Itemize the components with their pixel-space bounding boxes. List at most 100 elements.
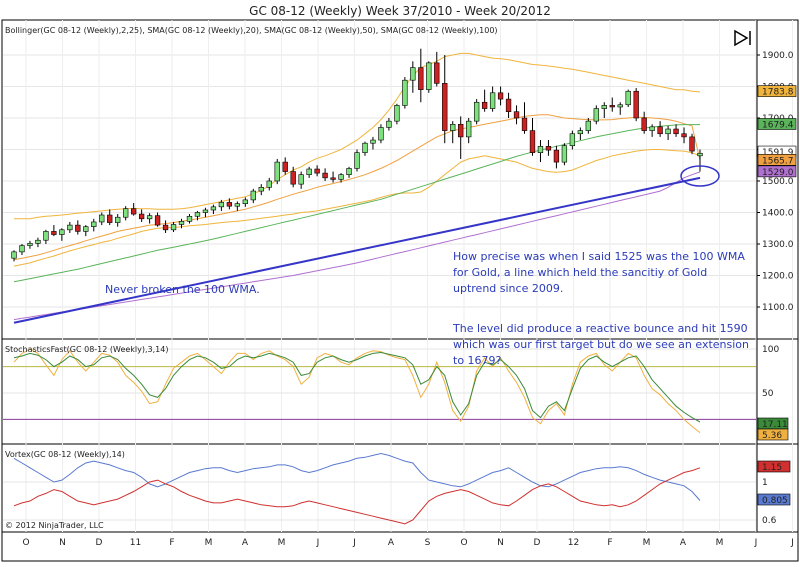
x-tick-label: O bbox=[22, 538, 29, 548]
stoch-tick-label: 100 bbox=[762, 345, 779, 355]
candle-body bbox=[186, 215, 193, 222]
vortex-indicator-label: Vortex(GC 08-12 (Weekly),14) bbox=[5, 450, 125, 459]
candle-body bbox=[561, 145, 568, 163]
stoch-k-line bbox=[13, 351, 701, 423]
candle-body bbox=[35, 239, 41, 244]
x-tick-label: A bbox=[388, 538, 395, 548]
price-value-tag-text: 1529.0 bbox=[762, 168, 794, 178]
copyright: © 2012 NinjaTrader, LLC bbox=[5, 521, 104, 530]
candle-body bbox=[521, 117, 528, 131]
vortex-minus-line bbox=[13, 467, 701, 525]
price-tick-label: 1500.0 bbox=[762, 177, 794, 187]
candle-body bbox=[481, 101, 488, 109]
candle-body bbox=[346, 168, 352, 175]
candle-body bbox=[75, 224, 81, 232]
price-value-tag bbox=[757, 165, 797, 178]
price-tick-label: 1100.0 bbox=[762, 303, 794, 313]
candle-body bbox=[67, 224, 73, 231]
candle-body bbox=[290, 171, 296, 185]
stoch-value-tag-text: 17.11 bbox=[762, 420, 788, 430]
candle-body bbox=[162, 224, 169, 231]
gridlines bbox=[3, 20, 793, 532]
candle-body bbox=[178, 221, 185, 225]
candle-body bbox=[306, 168, 312, 175]
vortex-panel bbox=[13, 452, 701, 525]
price-value-tag bbox=[757, 85, 797, 97]
candle-body bbox=[537, 146, 544, 153]
price-tick-label: 1300.0 bbox=[762, 240, 794, 250]
candle-body bbox=[426, 62, 432, 90]
candle-body bbox=[242, 199, 248, 204]
vortex-value-tag-text: 0.805 bbox=[762, 496, 788, 506]
price-tick-label: 1200.0 bbox=[762, 272, 794, 282]
x-tick-label: A bbox=[680, 538, 687, 548]
x-tick-label: A bbox=[242, 538, 249, 548]
vortex-value-tag bbox=[757, 493, 791, 506]
candle-body bbox=[689, 136, 695, 152]
chart-title: GC 08-12 (Weekly) Week 37/2010 - Week 20… bbox=[249, 4, 551, 18]
stoch-value-tag bbox=[757, 428, 789, 441]
vortex-tick-label: 0.6 bbox=[762, 516, 777, 526]
annotation-never-broken: Never broken the 100 WMA. bbox=[105, 283, 260, 296]
candle-body bbox=[250, 190, 256, 201]
x-tick-label: D bbox=[96, 538, 103, 548]
candle-body bbox=[234, 203, 241, 207]
candle-body bbox=[43, 231, 49, 241]
candle-body bbox=[569, 133, 576, 147]
candle-body bbox=[489, 92, 496, 109]
candle-body bbox=[154, 215, 161, 226]
candle-body bbox=[226, 202, 233, 207]
candle-body bbox=[19, 245, 25, 253]
candle-body bbox=[107, 214, 113, 223]
annotation-precise-line1: How precise was when I said 1525 was the… bbox=[453, 250, 745, 263]
bollinger-lower-line bbox=[13, 149, 701, 267]
x-tick-label: M bbox=[716, 538, 724, 548]
trendline bbox=[13, 176, 701, 324]
candle-body bbox=[170, 224, 177, 231]
candle-body bbox=[442, 83, 448, 131]
candle-body bbox=[497, 92, 504, 100]
x-tick-label: N bbox=[497, 538, 504, 548]
candle-body bbox=[51, 231, 57, 235]
candle-body bbox=[314, 168, 320, 174]
stoch-d-line bbox=[13, 348, 701, 433]
candle-body bbox=[362, 142, 368, 153]
candle-body bbox=[394, 105, 400, 122]
candle-body bbox=[354, 152, 360, 169]
candle-body bbox=[625, 90, 631, 106]
price-value-tag bbox=[757, 154, 797, 166]
x-tick-label: J bbox=[316, 538, 320, 548]
candle-body bbox=[266, 180, 272, 188]
price-value-tag-text: 1565.7 bbox=[762, 156, 794, 166]
x-tick-label: J bbox=[754, 538, 758, 548]
price-value-tag-text: 1591.9 bbox=[762, 148, 794, 158]
candle-body bbox=[665, 128, 671, 135]
candle-body bbox=[681, 133, 687, 138]
x-tick-label: N bbox=[59, 538, 66, 548]
candle-body bbox=[585, 120, 591, 131]
price-value-tag bbox=[757, 118, 797, 130]
candle-body bbox=[450, 124, 456, 131]
candle-body bbox=[146, 215, 153, 220]
candle-body bbox=[378, 127, 384, 141]
x-tick-label: J bbox=[352, 538, 356, 548]
candle-body bbox=[697, 152, 703, 157]
support-highlight-circle bbox=[680, 165, 720, 187]
candle-body bbox=[258, 187, 264, 192]
bollinger-upper-line bbox=[14, 52, 701, 220]
candle-body bbox=[553, 149, 560, 163]
candle-body bbox=[27, 243, 33, 246]
x-tick-label: 12 bbox=[568, 538, 579, 548]
candle-body bbox=[609, 105, 615, 108]
annotation-bounce-line2: which was our first target but do we see… bbox=[453, 338, 749, 351]
candle-body bbox=[473, 101, 480, 122]
candle-body bbox=[458, 124, 464, 138]
play-icon[interactable] bbox=[731, 29, 751, 47]
stoch-value-tag-text: 5.36 bbox=[762, 431, 782, 441]
price-value-tag-text: 1783.8 bbox=[762, 88, 794, 98]
x-tick-label: F bbox=[607, 538, 612, 548]
candle-body bbox=[59, 229, 65, 235]
sma50-line bbox=[13, 124, 700, 283]
candle-body bbox=[298, 174, 304, 185]
